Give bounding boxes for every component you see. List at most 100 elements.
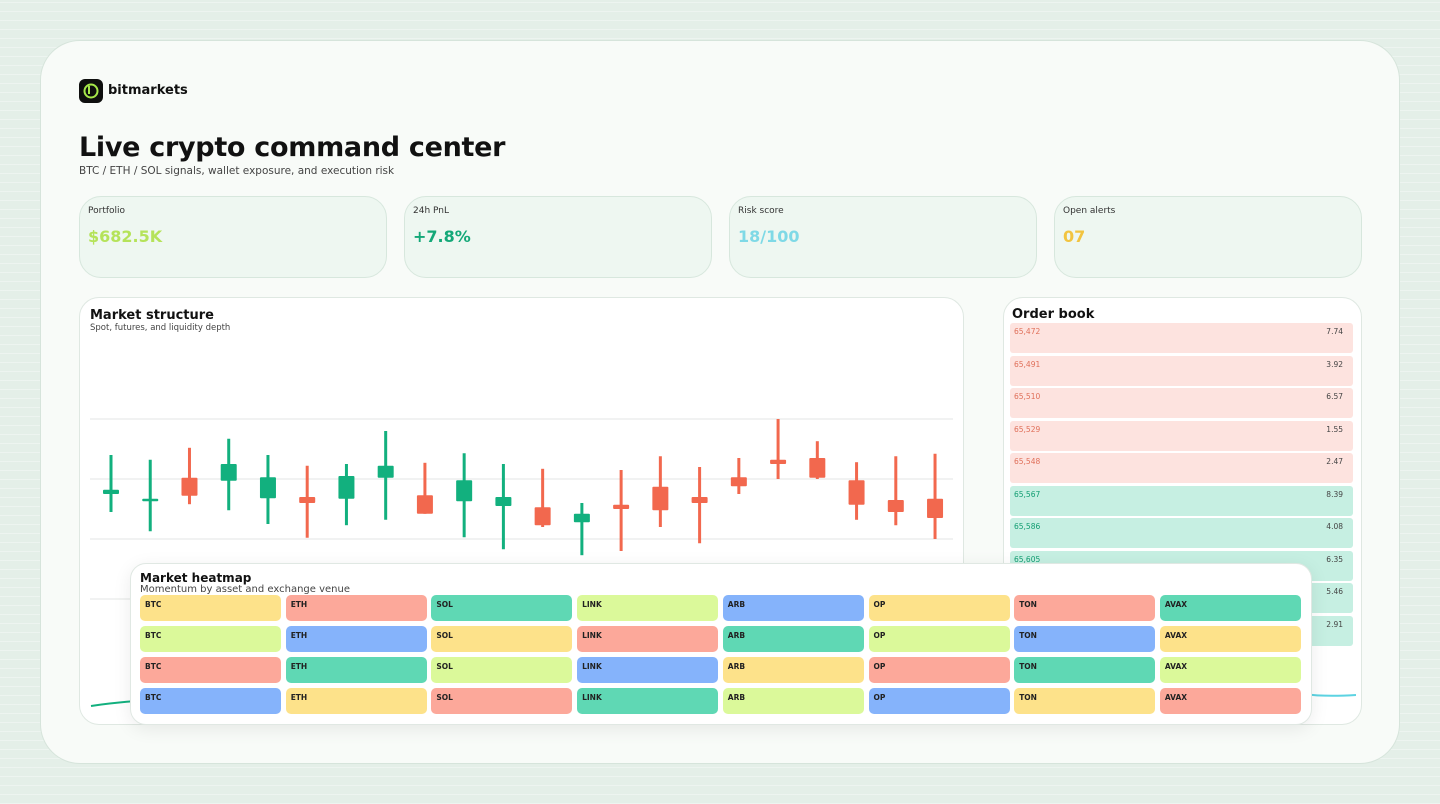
heatmap-cell: ETH	[285, 657, 427, 683]
heatmap-asset: ETH	[290, 693, 308, 702]
heatmap-cell: TON	[1014, 626, 1156, 652]
order-price: 65,510	[1014, 392, 1041, 401]
kpi-value: 07	[1063, 227, 1086, 246]
heatmap-asset: ETH	[290, 662, 308, 671]
heatmap-cell: AVAX	[1159, 595, 1301, 621]
heatmap-asset: BTC	[145, 631, 162, 640]
candle-body	[927, 498, 944, 518]
kpi-value: 18/100	[738, 227, 800, 246]
candle-body	[299, 497, 316, 503]
order-size: 4.08	[1326, 522, 1343, 531]
heatmap-cell: OP	[868, 688, 1010, 714]
kpi-card: Open alerts 07	[1054, 196, 1362, 278]
heatmap-asset: AVAX	[1164, 662, 1188, 671]
candle-body	[652, 486, 669, 511]
heatmap-cell: OP	[868, 626, 1010, 652]
heatmap-cell: SOL	[431, 657, 573, 683]
heatmap-asset: OP	[873, 662, 886, 671]
order-size: 5.46	[1326, 587, 1343, 596]
heatmap-cell: TON	[1014, 688, 1156, 714]
heatmap-cell: AVAX	[1159, 657, 1301, 683]
heatmap-cell: LINK	[577, 657, 719, 683]
heatmap-cell: ARB	[722, 657, 864, 683]
heatmap-cell: SOL	[431, 626, 573, 652]
order-price: 65,605	[1014, 554, 1041, 564]
order-size: 2.91	[1326, 619, 1343, 629]
order-price: 65,567	[1014, 489, 1041, 499]
heatmap-cell: TON	[1014, 657, 1156, 683]
heatmap-asset: LINK	[582, 600, 602, 609]
heatmap-asset: AVAX	[1164, 693, 1188, 702]
panel-subtitle: Momentum by asset and exchange venue	[140, 584, 350, 595]
candle-body	[730, 477, 747, 487]
candle-body	[220, 464, 237, 481]
kpi-label: Risk score	[738, 206, 784, 216]
order-size: 7.74	[1326, 327, 1343, 336]
order-size: 6.35	[1326, 554, 1343, 564]
candle-body	[495, 497, 512, 506]
order-book-row: 65,491 3.92	[1010, 355, 1353, 386]
heatmap-asset: SOL	[436, 662, 453, 671]
page-title: Live crypto command center	[79, 132, 506, 163]
heatmap-asset: LINK	[582, 631, 602, 640]
heatmap-asset: LINK	[582, 662, 602, 671]
heatmap-cell: LINK	[577, 688, 719, 714]
order-book-row: 65,567 8.39	[1010, 485, 1353, 516]
candle-body	[377, 465, 394, 478]
heatmap-asset: SOL	[436, 693, 453, 702]
logo-icon	[83, 83, 99, 99]
order-size: 3.92	[1326, 359, 1343, 369]
heatmap-cell: ETH	[285, 626, 427, 652]
candle-body	[613, 504, 630, 509]
heatmap-cell: OP	[868, 595, 1010, 621]
kpi-card: Risk score 18/100	[729, 196, 1037, 278]
candle-body	[416, 495, 433, 514]
order-size: 8.39	[1326, 489, 1343, 499]
heatmap-asset: ETH	[290, 631, 308, 640]
heatmap-cell: TON	[1014, 595, 1156, 621]
heatmap-asset: AVAX	[1164, 631, 1188, 640]
heatmap-asset: SOL	[436, 631, 453, 640]
candle-body	[338, 476, 355, 499]
heatmap-cell: ARB	[722, 688, 864, 714]
candle-body	[809, 458, 826, 478]
candle-body	[259, 477, 276, 499]
heatmap-cell: LINK	[577, 626, 719, 652]
kpi-card: 24h PnL +7.8%	[404, 196, 712, 278]
order-price: 65,548	[1014, 457, 1041, 466]
candle-body	[573, 513, 590, 523]
kpi-value: $682.5K	[88, 227, 163, 246]
order-price: 65,491	[1014, 359, 1041, 369]
brand-name: bitmarkets	[108, 83, 188, 98]
panel-title: Market structure	[90, 308, 214, 323]
kpi-label: Open alerts	[1063, 206, 1116, 216]
heatmap-cell: ETH	[285, 688, 427, 714]
heatmap-asset: TON	[1019, 693, 1037, 702]
candle-body	[181, 477, 198, 496]
order-book-row: 65,510 6.57	[1010, 388, 1353, 418]
candle-body	[770, 459, 787, 464]
heatmap-cell: AVAX	[1159, 688, 1301, 714]
heatmap-asset: LINK	[582, 693, 602, 702]
heatmap-cell: ETH	[285, 595, 427, 621]
heatmap-cell: OP	[868, 657, 1010, 683]
heatmap-asset: ARB	[727, 600, 746, 609]
heatmap-cell: AVAX	[1159, 626, 1301, 652]
candle-body	[887, 500, 904, 512]
panel-title: Order book	[1012, 307, 1095, 322]
order-book-row: 65,472 7.74	[1010, 323, 1353, 353]
heatmap-cell: ARB	[722, 626, 864, 652]
page-subtitle: BTC / ETH / SOL signals, wallet exposure…	[79, 165, 395, 177]
heatmap-asset: OP	[873, 693, 886, 702]
heatmap-asset: TON	[1019, 600, 1037, 609]
heatmap-panel: Market heatmap Momentum by asset and exc…	[130, 563, 1312, 725]
order-size: 2.47	[1326, 457, 1343, 466]
order-price: 65,586	[1014, 522, 1041, 531]
order-size: 6.57	[1326, 392, 1343, 401]
heatmap-cell: SOL	[431, 688, 573, 714]
order-book-row: 65,529 1.55	[1010, 420, 1353, 451]
heatmap-cell: ARB	[722, 595, 864, 621]
panel-title: Market heatmap	[140, 571, 252, 585]
heatmap-asset: SOL	[436, 600, 453, 609]
